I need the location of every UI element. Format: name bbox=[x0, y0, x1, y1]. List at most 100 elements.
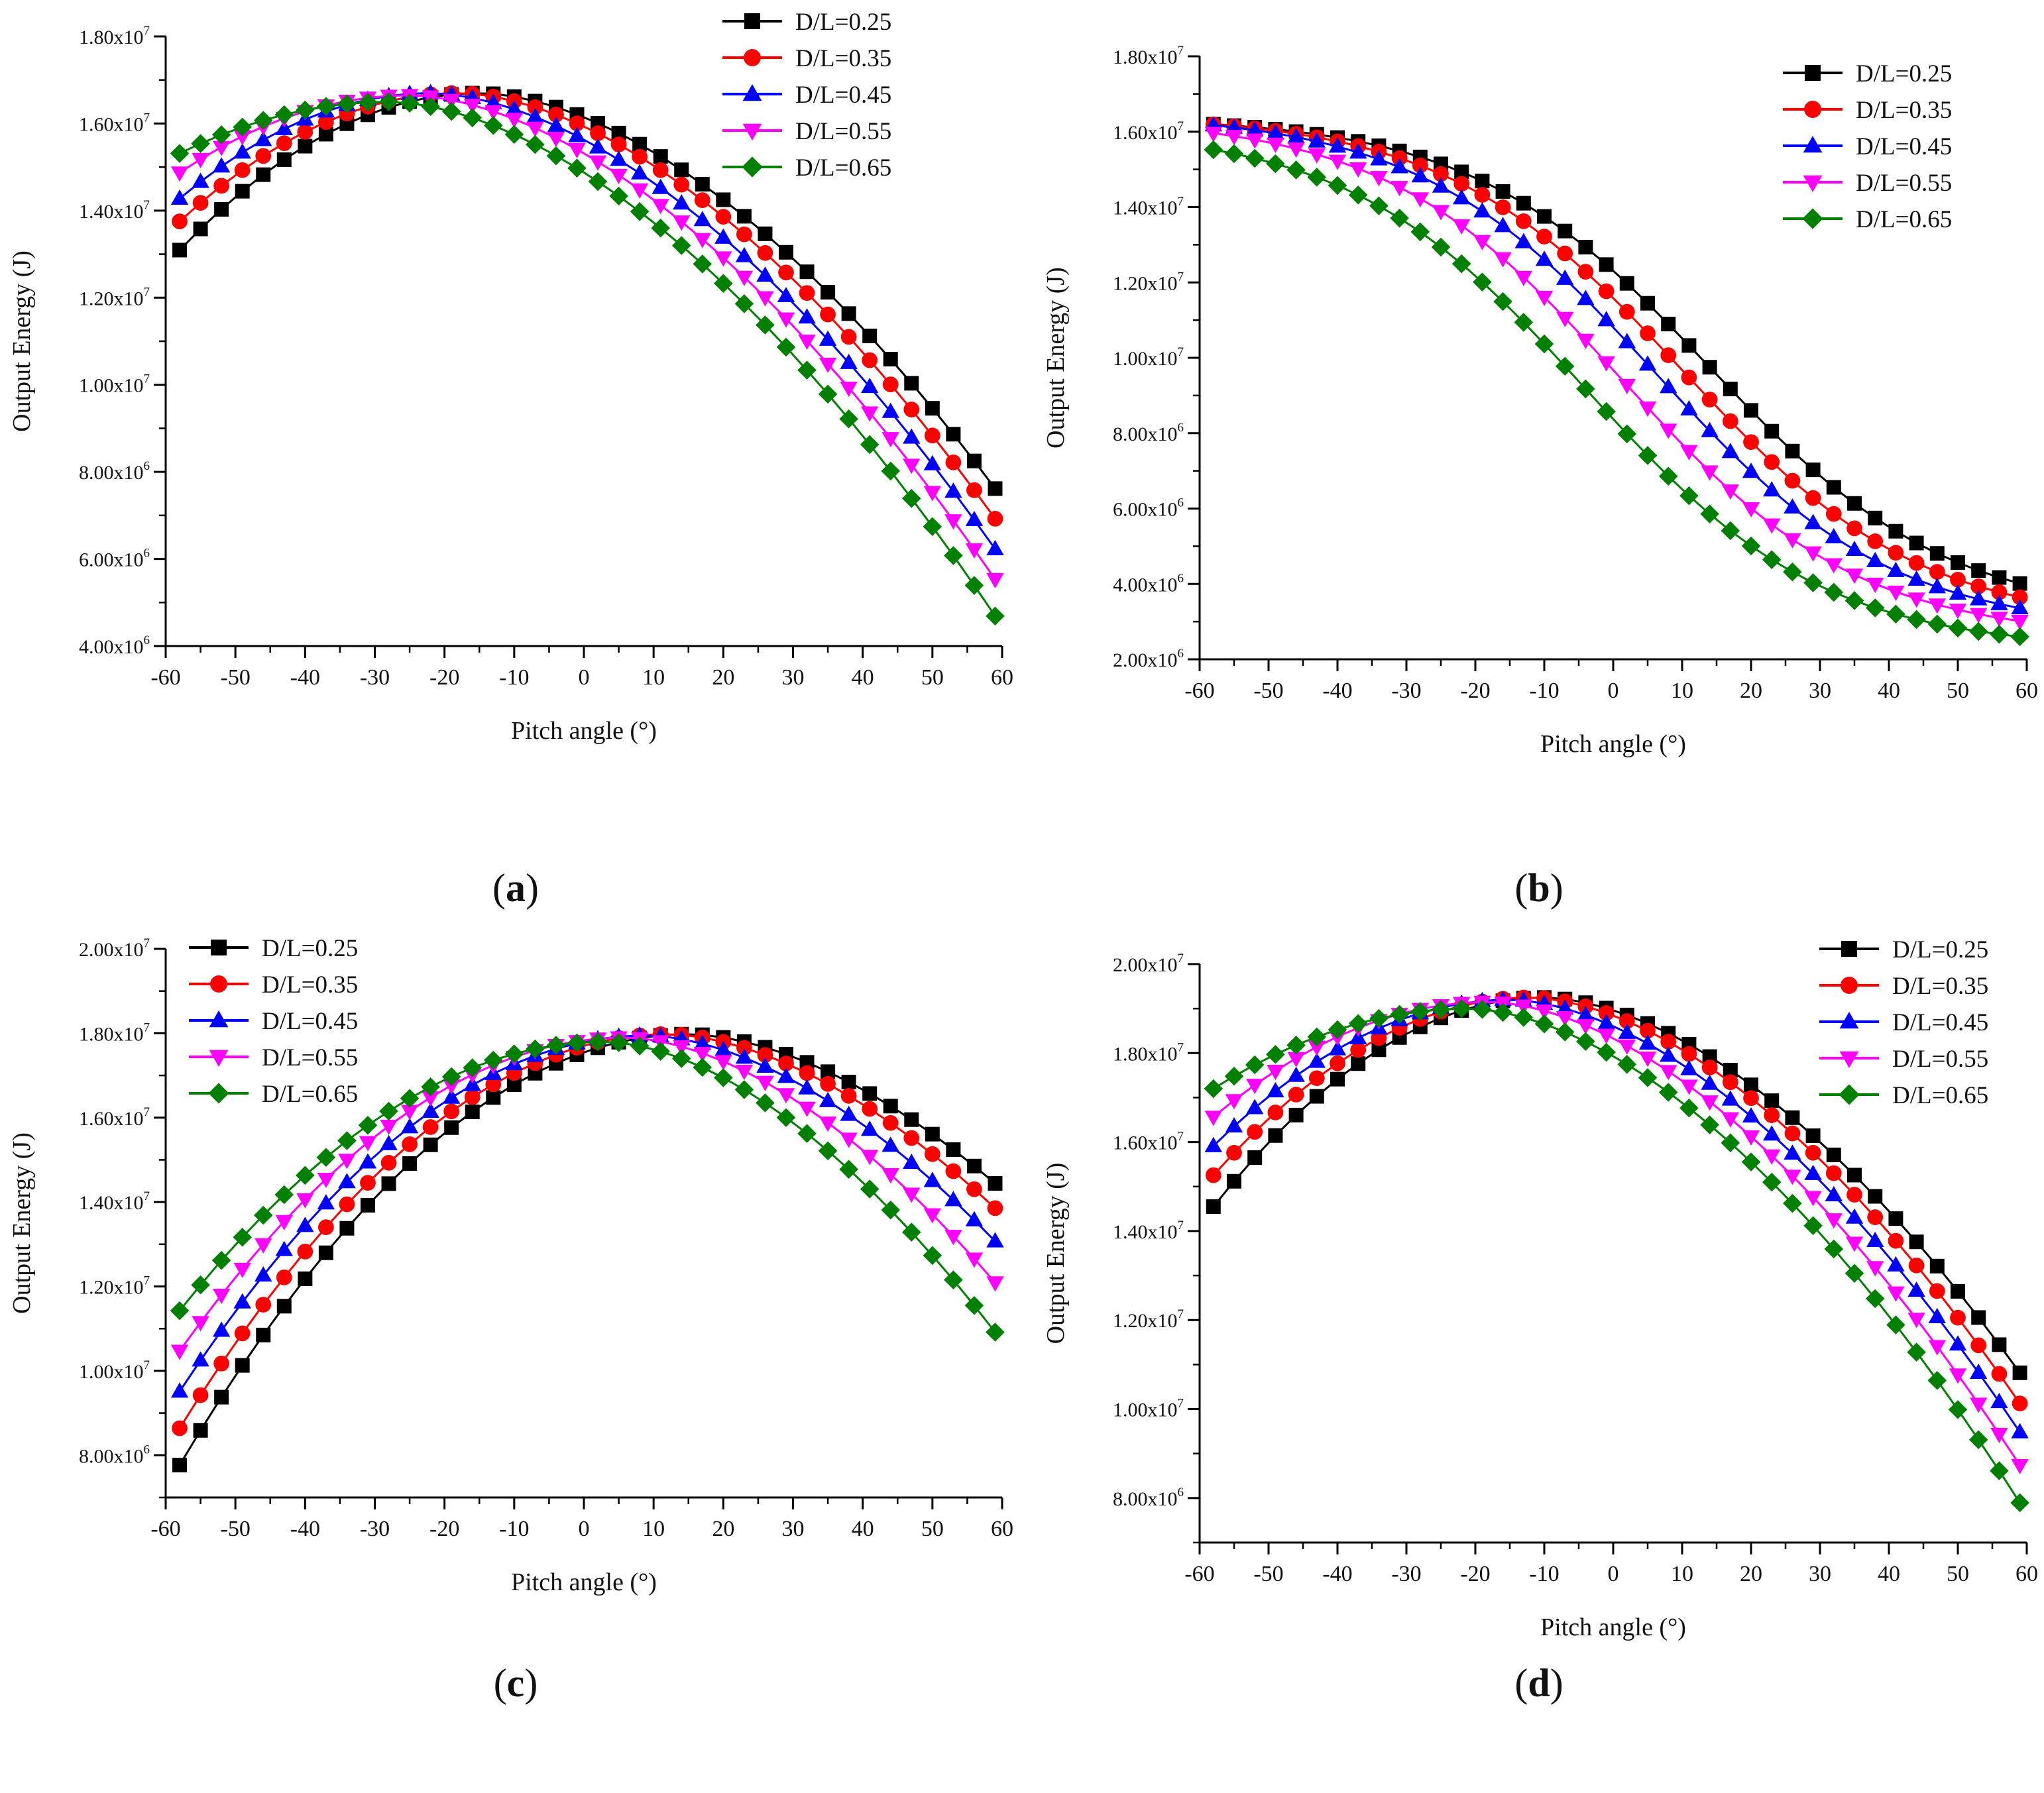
data-point bbox=[1681, 1046, 1697, 1062]
legend: D/L=0.25 D/L=0.35 D/L=0.45 D/L=0.55 D/L=0.65 bbox=[1819, 936, 1988, 1109]
data-point bbox=[1535, 250, 1554, 266]
data-point bbox=[235, 1358, 250, 1373]
legend-marker bbox=[742, 156, 763, 178]
data-point bbox=[441, 101, 461, 121]
data-point bbox=[1534, 1014, 1554, 1034]
data-point bbox=[1701, 465, 1719, 481]
data-point bbox=[1888, 545, 1904, 561]
data-point bbox=[1845, 1208, 1864, 1224]
data-point bbox=[1534, 334, 1554, 354]
y-tick-label: 1.40x107 bbox=[79, 1189, 150, 1214]
data-point bbox=[1826, 1147, 1841, 1162]
data-point bbox=[693, 233, 711, 248]
data-point bbox=[735, 246, 754, 262]
data-point bbox=[1227, 1173, 1241, 1189]
series-D-L-0-35 bbox=[172, 85, 1003, 527]
data-point bbox=[1680, 1060, 1698, 1075]
legend: D/L=0.25 D/L=0.35 D/L=0.45 D/L=0.55 D/L=0.65 bbox=[189, 935, 358, 1108]
data-point bbox=[881, 461, 901, 481]
data-point bbox=[840, 1132, 858, 1148]
data-point bbox=[192, 1316, 209, 1332]
data-point bbox=[1328, 154, 1347, 170]
data-point bbox=[1555, 356, 1575, 376]
data-point bbox=[1328, 1020, 1347, 1040]
data-point bbox=[1225, 118, 1243, 134]
data-point bbox=[923, 486, 942, 502]
data-point bbox=[966, 1158, 982, 1173]
data-point bbox=[1825, 558, 1843, 574]
data-point bbox=[944, 546, 963, 565]
data-point bbox=[714, 251, 732, 267]
data-point bbox=[1286, 160, 1306, 180]
data-point bbox=[547, 131, 565, 148]
data-point bbox=[298, 1271, 313, 1286]
data-point bbox=[1266, 154, 1285, 174]
data-point bbox=[172, 1420, 188, 1437]
data-point bbox=[1348, 186, 1368, 205]
legend-label: D/L=0.45 bbox=[795, 82, 891, 109]
data-point bbox=[233, 130, 251, 146]
legend-label: D/L=0.45 bbox=[262, 1008, 358, 1035]
x-tick-label: -60 bbox=[150, 665, 180, 690]
data-point bbox=[693, 1058, 712, 1077]
data-point bbox=[1618, 333, 1636, 349]
data-point bbox=[1307, 168, 1327, 187]
data-point bbox=[1951, 1283, 1965, 1299]
data-point bbox=[588, 1032, 608, 1052]
data-point bbox=[1246, 1079, 1264, 1095]
y-tick-label: 1.60x107 bbox=[1113, 1130, 1184, 1154]
legend-marker bbox=[1803, 175, 1823, 192]
data-point bbox=[443, 1103, 460, 1120]
data-point bbox=[193, 1423, 208, 1438]
y-tick-label: 1.40x107 bbox=[1113, 1219, 1184, 1243]
data-point bbox=[275, 1215, 293, 1230]
data-point bbox=[1432, 205, 1450, 221]
data-point bbox=[1453, 219, 1471, 235]
data-point bbox=[1764, 423, 1780, 439]
data-point bbox=[1700, 1115, 1719, 1134]
data-point bbox=[444, 1120, 459, 1135]
data-point bbox=[255, 131, 272, 146]
data-point bbox=[212, 140, 231, 156]
data-point bbox=[1660, 347, 1677, 364]
data-point bbox=[1990, 624, 2009, 644]
data-point bbox=[567, 158, 587, 178]
data-point bbox=[1370, 171, 1388, 187]
data-point bbox=[1846, 520, 1862, 537]
data-point bbox=[778, 244, 793, 260]
data-point bbox=[1597, 402, 1616, 421]
y-axis-title: Output Energy (J) bbox=[1042, 267, 1070, 449]
data-point bbox=[1680, 1079, 1698, 1095]
data-point bbox=[1431, 1000, 1451, 1019]
series-line bbox=[179, 91, 996, 550]
data-point bbox=[1741, 1152, 1761, 1171]
data-point bbox=[1578, 239, 1593, 254]
data-point bbox=[986, 539, 1004, 555]
data-point bbox=[212, 157, 231, 173]
x-tick-label: 40 bbox=[852, 665, 874, 690]
data-point bbox=[1970, 578, 1987, 594]
data-point bbox=[988, 481, 1003, 496]
data-point bbox=[735, 270, 754, 286]
data-point bbox=[1391, 158, 1408, 174]
series-line bbox=[1213, 123, 2021, 585]
data-point bbox=[1744, 403, 1758, 418]
data-point bbox=[360, 1197, 375, 1213]
series-D-L-0-45 bbox=[1204, 116, 2029, 615]
data-point bbox=[359, 1153, 377, 1169]
data-point bbox=[1451, 254, 1471, 274]
panel-d: -60 -50 -40 -30 -20 -10 0 10 20 30 40 50 60 8.00x106 1… bbox=[1042, 936, 2038, 1641]
data-point bbox=[2012, 589, 2028, 606]
data-point bbox=[422, 1102, 439, 1118]
data-point bbox=[400, 93, 420, 113]
legend-marker bbox=[1841, 977, 1858, 994]
data-point bbox=[1473, 202, 1491, 218]
data-point bbox=[610, 168, 628, 185]
data-point bbox=[504, 1044, 524, 1063]
legend-marker bbox=[210, 975, 227, 993]
data-point bbox=[463, 1058, 483, 1077]
data-point bbox=[2011, 1423, 2029, 1439]
data-point bbox=[1618, 303, 1635, 320]
data-point bbox=[339, 1196, 355, 1213]
data-point bbox=[1638, 1052, 1657, 1067]
